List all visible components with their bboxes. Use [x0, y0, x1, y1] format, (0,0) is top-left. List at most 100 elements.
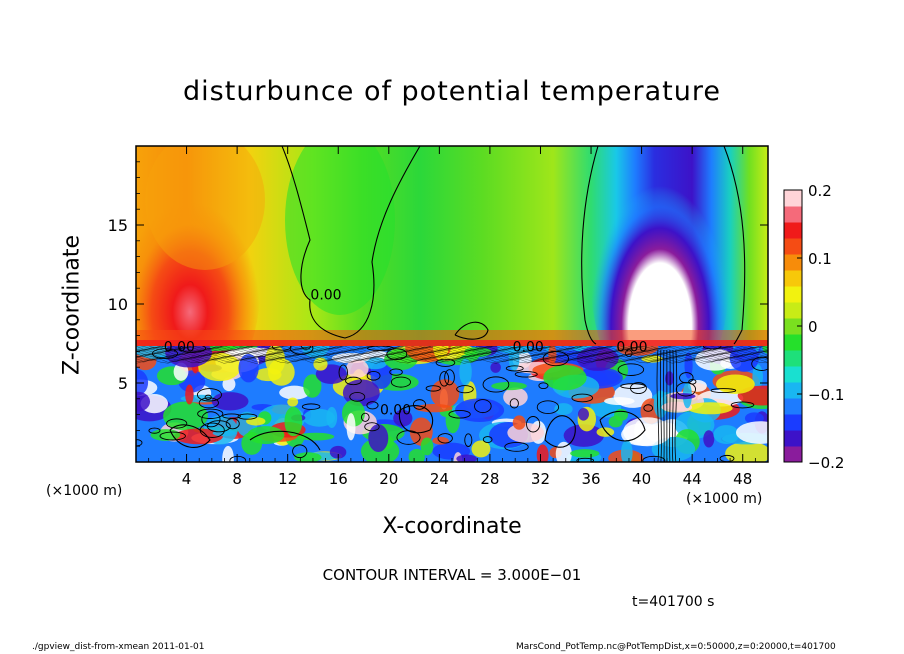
turbulence-cell — [185, 384, 194, 405]
turbulence-cell — [238, 353, 259, 383]
x-tick-label: 44 — [683, 470, 702, 488]
x-tick-label: 12 — [278, 470, 297, 488]
turbulence-contour — [196, 388, 222, 402]
turbulence-contour — [464, 433, 473, 447]
colorbar-swatch — [784, 334, 802, 351]
x-tick-label: 48 — [733, 470, 752, 488]
colorbar-swatch — [784, 286, 802, 303]
turbulence-cell — [174, 428, 223, 445]
colorbar-tick-label: 0.2 — [808, 182, 832, 200]
chart-title: disturbunce of potential temperature — [183, 76, 721, 107]
x-tick-label: 8 — [232, 470, 242, 488]
y-tick-label: 5 — [118, 374, 128, 393]
colorbar-swatch — [784, 446, 802, 463]
turbulence-contour — [538, 382, 549, 390]
turbulence-contour — [198, 397, 219, 409]
turbulence-contour — [710, 388, 737, 394]
turbulence-cell — [222, 377, 236, 392]
inversion-contour — [136, 357, 768, 363]
x-tick-label: 16 — [329, 470, 348, 488]
colorbar-tick-label: −0.2 — [808, 454, 844, 472]
turbulence-contour — [366, 401, 379, 410]
turbulence-cell — [420, 437, 434, 456]
contour-label: 0.00 — [616, 339, 647, 355]
turbulence-contour — [514, 371, 538, 378]
y-axis-label: Z-coordinate — [59, 235, 85, 375]
plume-contour — [669, 349, 671, 462]
turbulence-cell — [408, 448, 425, 462]
turbulence-cell — [459, 358, 472, 386]
turbulence-contour — [390, 376, 411, 388]
turbulence-cell — [456, 454, 477, 462]
turbulence-cell — [303, 409, 336, 427]
colorbar-swatch — [784, 430, 802, 447]
turbulence-contour — [159, 431, 186, 441]
turbulence-contour — [364, 422, 380, 432]
turbulence-cell — [703, 430, 715, 448]
turbulence-contour — [349, 392, 366, 402]
turbulence-cell — [303, 374, 322, 398]
turbulent-layer — [136, 346, 768, 462]
turbulence-contour — [148, 427, 161, 434]
turbulence-cell — [563, 424, 605, 447]
turbulence-contour — [345, 376, 362, 386]
turbulence-cell — [687, 380, 707, 392]
x-tick-label: 32 — [531, 470, 550, 488]
turbulence-cell — [687, 402, 733, 415]
turbulence-contour — [136, 439, 143, 447]
footer-right: MarsCond_PotTemp.nc@PotTempDist,x=0:5000… — [516, 642, 836, 652]
contour-label: 0.00 — [310, 287, 341, 303]
turbulence-cell — [279, 385, 310, 400]
x-tick-label: 40 — [632, 470, 651, 488]
x-tick-label: 36 — [581, 470, 600, 488]
colorbar-swatch — [784, 190, 802, 207]
turbulence-contour — [448, 409, 471, 419]
plume-contour — [674, 349, 678, 462]
colorbar-swatch — [784, 206, 802, 223]
inversion-contour — [136, 346, 764, 349]
colorbar-swatch — [784, 318, 802, 335]
inversion-contour — [136, 348, 768, 353]
turbulence-cell — [543, 364, 587, 391]
turbulence-cell — [596, 427, 615, 437]
x-tick-label: 24 — [430, 470, 449, 488]
turbulence-cell — [490, 362, 501, 373]
turbulence-contour — [642, 455, 666, 462]
plume-contour — [671, 349, 674, 462]
turbulence-cell — [614, 408, 629, 421]
turbulence-contour — [425, 385, 441, 392]
colorbar-tick-label: −0.1 — [808, 386, 844, 404]
turbulence-cell — [255, 367, 282, 382]
time-stamp: t=401700 s — [632, 594, 715, 610]
turbulence-cell — [744, 412, 764, 425]
turbulence-cell — [222, 445, 234, 462]
turbulence-contour — [229, 455, 247, 462]
turbulence-contour — [301, 403, 321, 410]
turbulence-cell — [430, 379, 460, 408]
turbulence-contour — [206, 420, 231, 433]
contour-label: 0.00 — [513, 339, 544, 355]
turbulence-contour — [505, 365, 524, 372]
colorbar-swatch — [784, 254, 802, 271]
x-unit-label-left: (×1000 m) — [46, 483, 123, 499]
footer-left: ./gpview_dist-from-xmean 2011-01-01 — [32, 642, 205, 652]
turbulence-cell — [455, 398, 505, 423]
turbulence-cell — [346, 413, 356, 441]
turbulence-cell — [536, 444, 549, 462]
turbulence-contour — [197, 408, 224, 419]
turbulence-cell — [715, 374, 755, 394]
turbulence-cell — [507, 422, 545, 443]
turbulence-cell — [393, 409, 413, 427]
turbulence-cell — [503, 387, 528, 407]
contour-labels: 0.00 0.00 0.00 0.00 0.00 — [164, 287, 648, 418]
plume-contour — [656, 349, 660, 462]
y-axis: 5 10 15 — [108, 161, 768, 447]
turbulence-cell — [616, 346, 659, 356]
turbulence-contour — [526, 416, 541, 433]
turbulence-cell — [287, 397, 299, 407]
colorbar-tick-label: 0.1 — [808, 250, 832, 268]
colorbar-swatch — [784, 270, 802, 287]
turbulence-cell — [736, 421, 768, 444]
turbulence-contour — [504, 441, 529, 452]
